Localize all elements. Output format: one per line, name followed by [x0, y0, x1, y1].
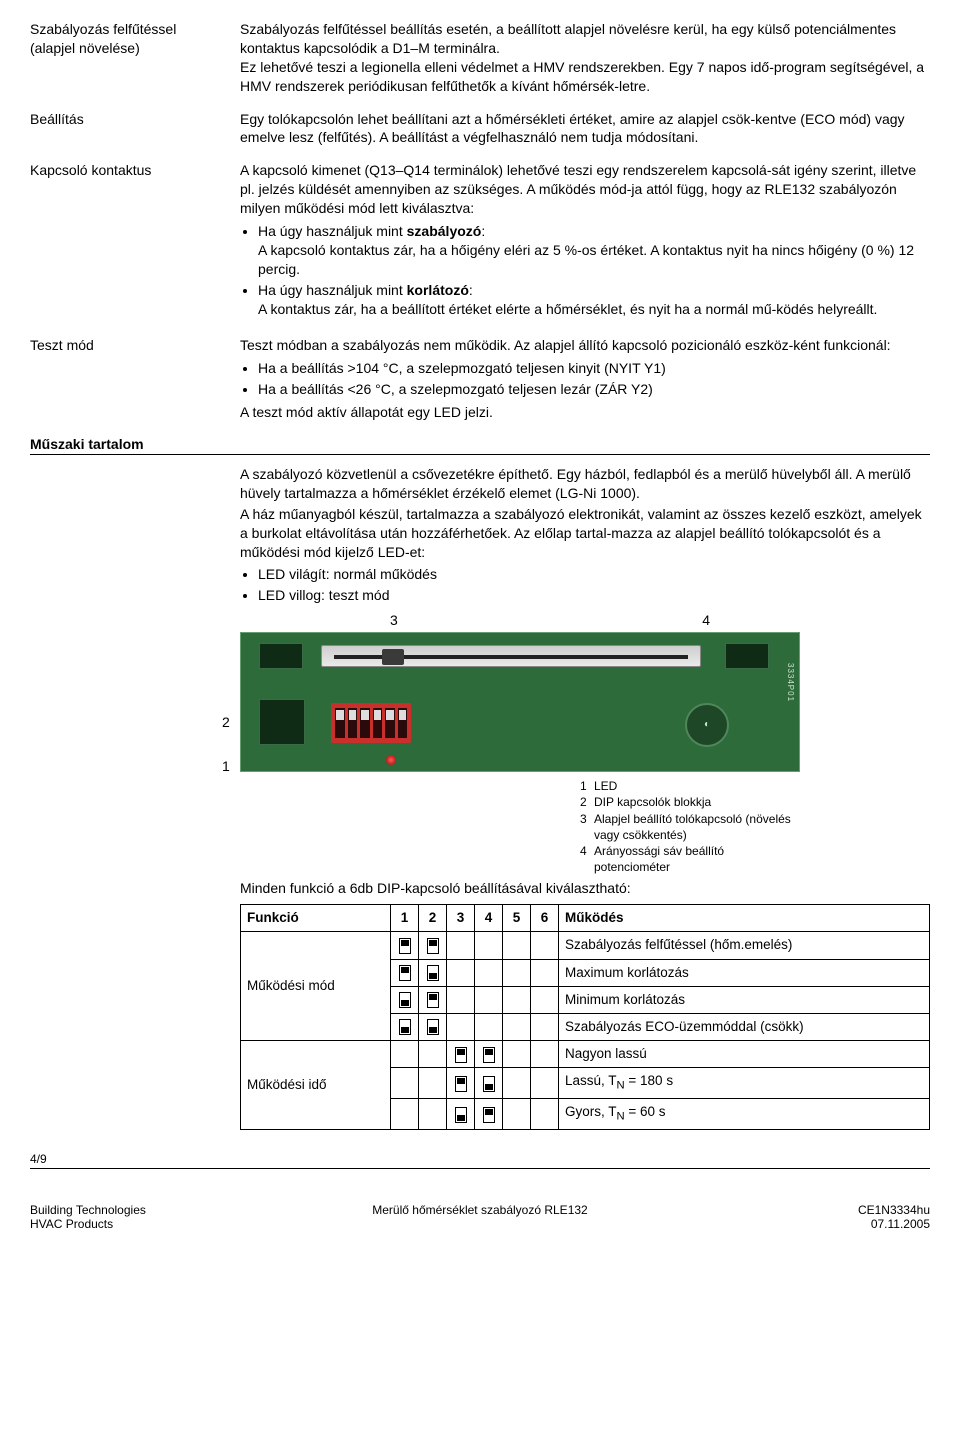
text-kapcsolo-kontaktus: A kapcsoló kimenet (Q13–Q14 terminálok) …	[240, 161, 930, 322]
pcb-diagram: 3 4 2 1 3334P01	[240, 611, 800, 772]
kk-bullet-1: Ha úgy használjuk mint szabályozó: A kap…	[258, 222, 930, 279]
label-beallitas: Beállítás	[30, 110, 240, 148]
muszaki-p1: A szabályozó közvetlenül a csővezetékre …	[240, 465, 930, 503]
dip-function-table: Funkció 1 2 3 4 5 6 Működés Működési mód…	[240, 904, 930, 1130]
diagram-legend: 1LED 2DIP kapcsolók blokkja 3Alapjel beá…	[580, 778, 791, 875]
table-row: Működési idő Nagyon lassú	[241, 1041, 930, 1068]
tm-bullet-1: Ha a beállítás >104 °C, a szelepmozgató …	[258, 359, 930, 378]
setpoint-slider[interactable]	[321, 645, 701, 667]
callout-3: 3	[390, 611, 398, 630]
text-teszt-mod: Teszt módban a szabályozás nem működik. …	[240, 336, 930, 422]
muszaki-p2: A ház műanyagból készül, tartalmazza a s…	[240, 505, 930, 562]
status-led	[386, 755, 396, 765]
label-teszt-mod: Teszt mód	[30, 336, 240, 422]
heading-muszaki-tartalom: Műszaki tartalom	[30, 436, 930, 455]
page-footer: Building Technologies HVAC Products Merü…	[30, 1199, 930, 1231]
dip-caption: Minden funkció a 6db DIP-kapcsoló beállí…	[240, 879, 930, 898]
dip-switch-block[interactable]	[331, 703, 411, 743]
table-row: Működési mód Szabályozás felfűtéssel (hő…	[241, 932, 930, 959]
text-szabalyozas-felfutes: Szabályozás felfűtéssel beállítás esetén…	[240, 20, 930, 96]
page-number: 4/9	[30, 1152, 930, 1166]
kk-intro: A kapcsoló kimenet (Q13–Q14 terminálok) …	[240, 161, 930, 218]
callout-4: 4	[702, 611, 710, 630]
label-szabalyozas-felfutes: Szabályozás felfűtéssel (alapjel növelés…	[30, 20, 240, 96]
tm-bullet-2: Ha a beállítás <26 °C, a szelepmozgató t…	[258, 380, 930, 399]
board-watermark: 3334P01	[784, 663, 795, 702]
muszaki-bullet-1: LED világít: normál működés	[258, 565, 930, 584]
callout-1: 1	[222, 744, 230, 788]
muszaki-bullet-2: LED villog: teszt mód	[258, 586, 930, 605]
proportional-band-pot[interactable]: ◐	[685, 703, 729, 747]
kk-bullet-2: Ha úgy használjuk mint korlátozó: A kont…	[258, 281, 930, 319]
text-beallitas: Egy tolókapcsolón lehet beállítani azt a…	[240, 110, 930, 148]
callout-2: 2	[222, 700, 230, 744]
label-kapcsolo-kontaktus: Kapcsoló kontaktus	[30, 161, 240, 322]
